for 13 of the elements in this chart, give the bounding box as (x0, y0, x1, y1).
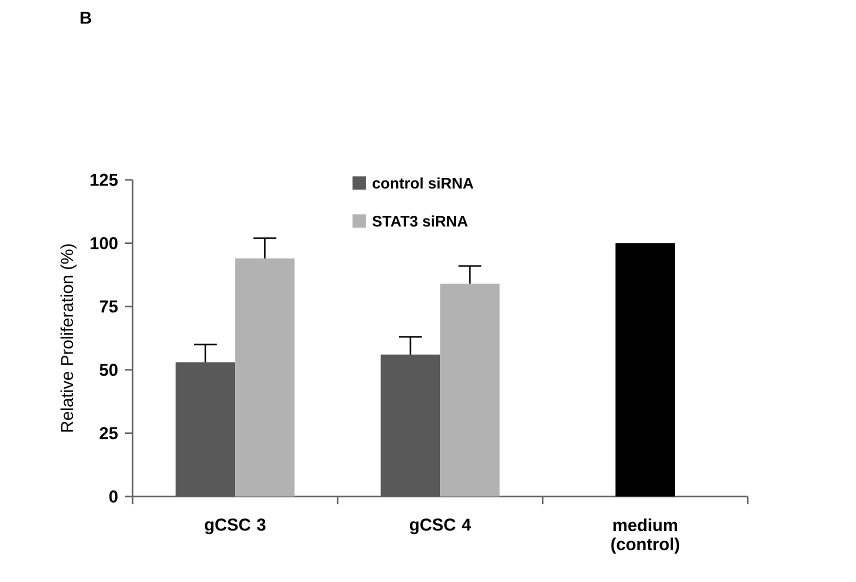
chart-title: B (80, 12, 92, 24)
y-axis-title: Relative Proliferation (%) (60, 244, 76, 432)
y-tick-label: 100 (90, 237, 118, 250)
y-tick-label: 50 (100, 364, 118, 376)
x-tick-label: gCSC 3 (204, 518, 266, 534)
y-tick-label: 25 (100, 427, 118, 440)
legend-label: control siRNA (372, 178, 474, 189)
y-tick-label: 75 (100, 300, 118, 313)
x-tick-label: medium (control) (611, 518, 680, 554)
y-tick-label: 0 (109, 490, 118, 503)
y-tick-label: 125 (90, 174, 118, 186)
x-tick-label: gCSC 4 (410, 518, 472, 534)
legend-label: STAT3 siRNA (372, 216, 468, 227)
